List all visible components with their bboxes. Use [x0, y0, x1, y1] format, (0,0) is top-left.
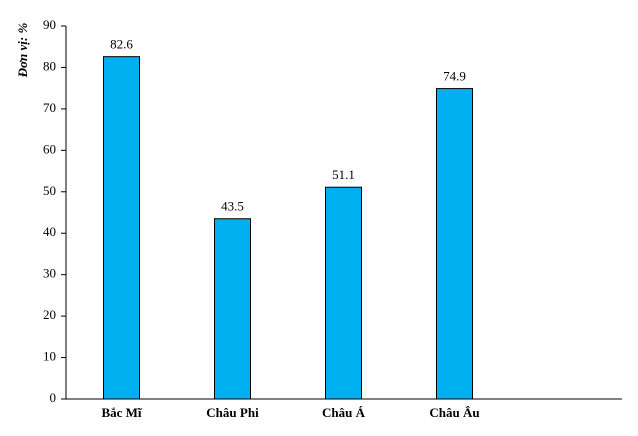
y-tick-label: 90 [43, 17, 56, 32]
y-tick-label: 40 [43, 224, 56, 239]
y-tick-label: 30 [43, 266, 56, 281]
x-tick-label: Bắc Mĩ [101, 405, 141, 420]
data-label: 74.9 [443, 69, 466, 84]
y-axis-label: Đơn vị: % [15, 23, 30, 79]
y-tick-label: 20 [43, 307, 56, 322]
data-label: 82.6 [110, 37, 133, 52]
y-tick-label: 10 [43, 349, 56, 364]
bar [214, 218, 251, 400]
y-tick-label: 0 [50, 390, 57, 405]
bar [103, 56, 140, 400]
x-tick-label: Châu Phi [206, 405, 259, 420]
y-tick-label: 80 [43, 58, 56, 73]
x-tick-label: Châu Âu [429, 405, 479, 420]
y-tick-label: 60 [43, 141, 56, 156]
data-label: 51.1 [332, 167, 355, 182]
data-label: 43.5 [221, 199, 244, 214]
y-tick-label: 70 [43, 100, 56, 115]
y-tick-label: 50 [43, 183, 56, 198]
bar [325, 186, 362, 400]
x-tick-label: Châu Á [322, 405, 366, 420]
bar [436, 88, 473, 400]
